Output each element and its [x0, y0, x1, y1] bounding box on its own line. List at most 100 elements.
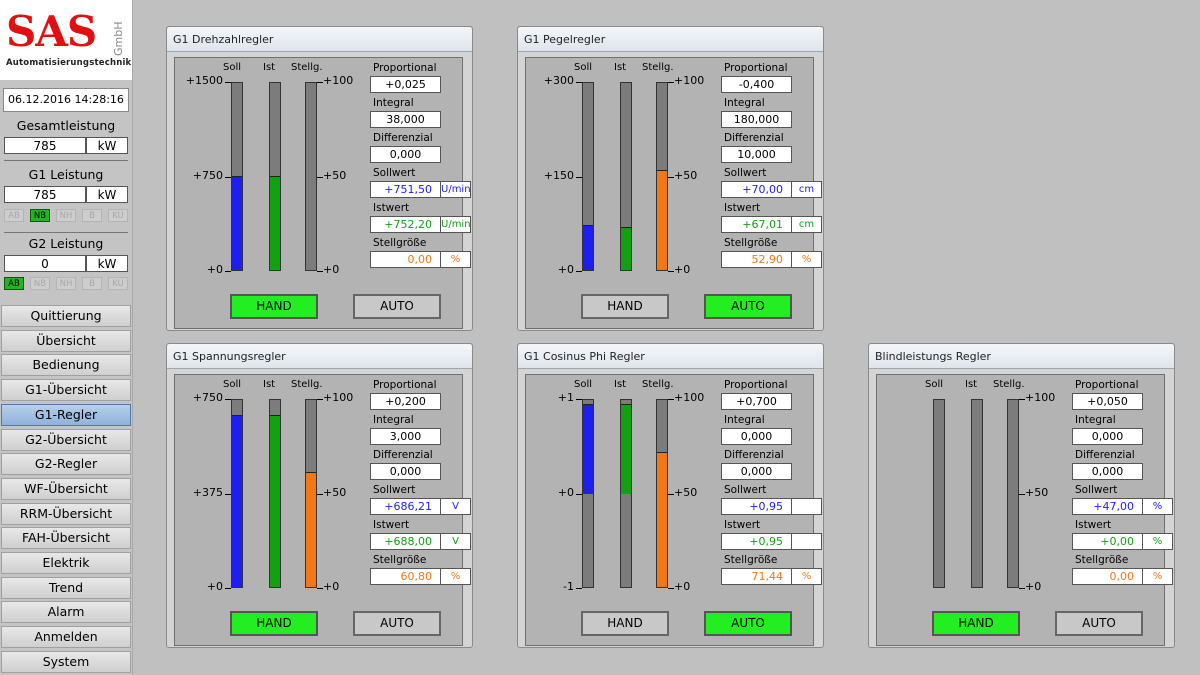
- ist-bar-fill: [270, 175, 280, 270]
- left-scale-tick: +0: [557, 485, 574, 499]
- integral-input[interactable]: 3,000: [370, 428, 441, 445]
- proportional-input[interactable]: -0,400: [721, 76, 792, 93]
- stellgroesse-bar: [656, 399, 668, 588]
- g2-power-value: 0: [4, 255, 86, 272]
- left-scale-tick: +750: [192, 391, 223, 404]
- right-scale-tick: +100: [674, 391, 705, 404]
- controller-panel: G1 Drehzahlregler Soll Ist Stellg. +1500 +750…: [166, 26, 473, 331]
- ist-bar: [269, 399, 281, 588]
- nav-button-6[interactable]: G2-Regler: [1, 453, 131, 476]
- stellgroesse-unit: %: [440, 251, 471, 268]
- panel-title: G1 Drehzahlregler: [167, 27, 472, 52]
- proportional-input[interactable]: +0,025: [370, 76, 441, 93]
- istwert-unit: [791, 533, 822, 550]
- proportional-input[interactable]: +0,700: [721, 393, 792, 410]
- tick-mark: [225, 399, 231, 400]
- differenzial-input[interactable]: 10,000: [721, 146, 792, 163]
- right-scale-tick: +0: [1025, 580, 1042, 593]
- differenzial-input[interactable]: 0,000: [1072, 463, 1143, 480]
- nav-button-10[interactable]: Elektrik: [1, 552, 131, 574]
- stellgroesse-bar: [305, 399, 317, 588]
- proportional-input[interactable]: +0,200: [370, 393, 441, 410]
- tick-mark: [317, 399, 323, 400]
- tick-mark: [1019, 399, 1025, 400]
- hand-mode-button[interactable]: HAND: [932, 611, 1020, 636]
- auto-mode-button[interactable]: AUTO: [704, 611, 792, 636]
- stellgroesse-label: Stellgröße: [1075, 554, 1129, 566]
- sollwert-unit: U/min: [440, 181, 471, 198]
- soll-bar-fill: [583, 403, 593, 494]
- hand-mode-button[interactable]: HAND: [230, 611, 318, 636]
- istwert-value: +0,95: [721, 533, 792, 550]
- soll-bar: [582, 399, 594, 588]
- auto-mode-button[interactable]: AUTO: [353, 294, 441, 319]
- nav-button-3[interactable]: G1-Übersicht: [1, 379, 131, 402]
- company-logo: SAS GmbH Automatisierungstechnik: [0, 0, 132, 80]
- total-power-unit: kW: [86, 137, 128, 154]
- tick-mark: [225, 82, 231, 83]
- column-header: Ist: [263, 62, 276, 73]
- ist-bar-fill: [621, 227, 631, 270]
- nav-button-2[interactable]: Bedienung: [1, 354, 131, 377]
- differenzial-label: Differenzial: [373, 449, 433, 461]
- tick-mark: [576, 271, 582, 272]
- integral-input[interactable]: 38,000: [370, 111, 441, 128]
- integral-label: Integral: [1075, 414, 1116, 426]
- left-scale-tick: +150: [543, 168, 574, 182]
- auto-mode-button[interactable]: AUTO: [704, 294, 792, 319]
- differenzial-input[interactable]: 0,000: [370, 463, 441, 480]
- column-header: Soll: [223, 62, 242, 73]
- sollwert-value: +751,50: [370, 181, 441, 198]
- istwert-unit: cm: [791, 216, 822, 233]
- integral-input[interactable]: 180,000: [721, 111, 792, 128]
- g1-status-ku: KU: [108, 209, 128, 222]
- tick-mark: [668, 493, 674, 495]
- nav-button-5[interactable]: G2-Übersicht: [1, 428, 131, 451]
- nav-button-8[interactable]: RRM-Übersicht: [1, 502, 131, 525]
- stellgroesse-bar: [1007, 399, 1019, 588]
- nav-button-0[interactable]: Quittierung: [1, 305, 131, 327]
- integral-label: Integral: [724, 414, 765, 426]
- nav-button-12[interactable]: Alarm: [1, 601, 131, 624]
- tick-mark: [576, 176, 582, 178]
- hand-mode-button[interactable]: HAND: [581, 611, 669, 636]
- nav-button-4[interactable]: G1-Regler: [1, 403, 131, 426]
- nav-button-11[interactable]: Trend: [1, 576, 131, 599]
- sollwert-label: Sollwert: [373, 484, 416, 496]
- proportional-label: Proportional: [724, 379, 788, 391]
- nav-button-1[interactable]: Übersicht: [1, 329, 131, 352]
- integral-input[interactable]: 0,000: [721, 428, 792, 445]
- logo-subtitle: Automatisierungstechnik: [6, 58, 132, 68]
- stellgroesse-bar: [656, 82, 668, 271]
- tick-mark: [668, 271, 674, 272]
- nav-button-7[interactable]: WF-Übersicht: [1, 477, 131, 500]
- nav-button-9[interactable]: FAH-Übersicht: [1, 527, 131, 550]
- tick-mark: [576, 82, 582, 83]
- tick-mark: [317, 176, 323, 178]
- sollwert-label: Sollwert: [1075, 484, 1118, 496]
- tick-mark: [668, 82, 674, 83]
- stellgroesse-unit: %: [791, 251, 822, 268]
- proportional-input[interactable]: +0,050: [1072, 393, 1143, 410]
- logo-gmbh: GmbH: [112, 21, 125, 57]
- differenzial-label: Differenzial: [1075, 449, 1135, 461]
- right-scale-tick: +0: [323, 263, 340, 276]
- column-header: Ist: [263, 379, 276, 390]
- differenzial-input[interactable]: 0,000: [370, 146, 441, 163]
- proportional-label: Proportional: [724, 62, 788, 74]
- hand-mode-button[interactable]: HAND: [230, 294, 318, 319]
- sollwert-label: Sollwert: [724, 484, 767, 496]
- nav-button-14[interactable]: System: [1, 650, 131, 673]
- integral-input[interactable]: 0,000: [1072, 428, 1143, 445]
- nav-button-13[interactable]: Anmelden: [1, 626, 131, 649]
- tick-mark: [225, 588, 231, 589]
- panel-body: Soll Ist Stellg. +100 +50 +0 Proportional +0,05…: [876, 374, 1173, 646]
- auto-mode-button[interactable]: AUTO: [353, 611, 441, 636]
- istwert-value: +752,20: [370, 216, 441, 233]
- differenzial-input[interactable]: 0,000: [721, 463, 792, 480]
- hand-mode-button[interactable]: HAND: [581, 294, 669, 319]
- auto-mode-button[interactable]: AUTO: [1055, 611, 1143, 636]
- g1-status-nb: NB: [30, 209, 50, 222]
- stellgroesse-unit: %: [1142, 568, 1173, 585]
- ist-bar: [971, 399, 983, 588]
